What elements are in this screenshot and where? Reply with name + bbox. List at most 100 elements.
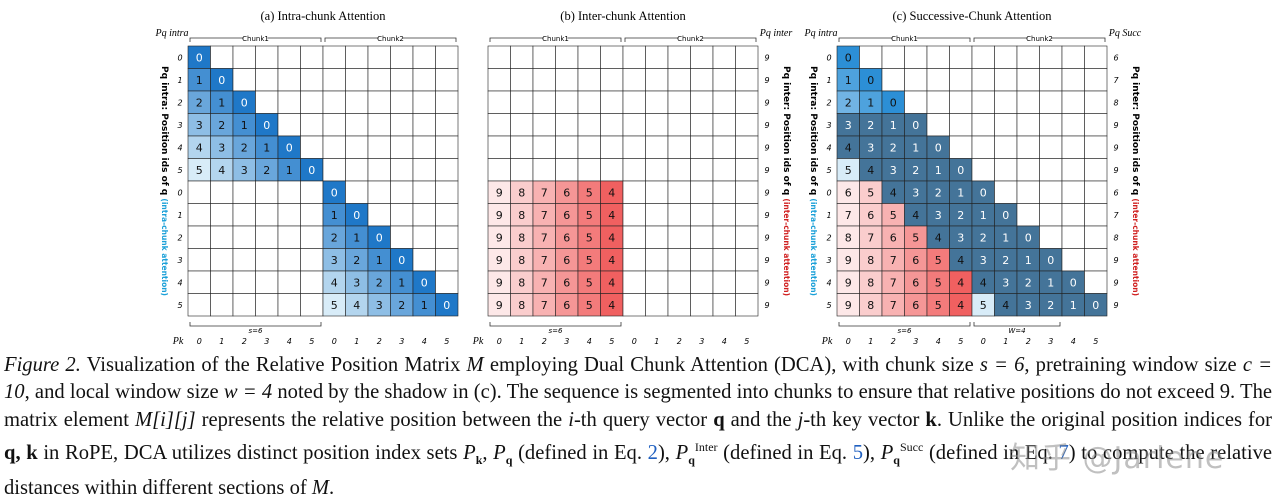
chunk-brace bbox=[838, 37, 971, 42]
cell-value: 3 bbox=[353, 276, 360, 289]
cell-value: 7 bbox=[541, 231, 548, 244]
col-id: 4 bbox=[287, 337, 292, 346]
right-id: 9 bbox=[1113, 166, 1118, 175]
cell-value: 6 bbox=[912, 254, 919, 267]
cell-r3-c0 bbox=[487, 113, 511, 137]
cell-value: 1 bbox=[1025, 254, 1032, 267]
cell-r9-c3 bbox=[255, 248, 279, 272]
cell-r11-c7 bbox=[645, 293, 669, 317]
row-id: 2 bbox=[177, 98, 182, 107]
cell-r2-c3 bbox=[255, 90, 279, 114]
col-id: 1 bbox=[354, 337, 359, 346]
cell-value: 5 bbox=[586, 299, 593, 312]
cell-value: 0 bbox=[398, 254, 405, 267]
cell-r0-c9 bbox=[690, 45, 714, 69]
cell-r0-c2 bbox=[532, 45, 556, 69]
row-id: 0 bbox=[826, 53, 831, 62]
brace-label: s=6 bbox=[249, 327, 264, 335]
cell-value: 5 bbox=[867, 186, 874, 199]
cell-value: 2 bbox=[398, 299, 405, 312]
row-id: 3 bbox=[177, 256, 182, 265]
cell-r6-c3 bbox=[255, 180, 279, 204]
cell-value: 9 bbox=[496, 276, 503, 289]
cell-r2-c3 bbox=[555, 90, 579, 114]
cell-r5-c8 bbox=[667, 158, 691, 182]
chunk-label-1: Chunk1 bbox=[542, 35, 569, 43]
cell-r5-c9 bbox=[690, 158, 714, 182]
cell-r5-c11 bbox=[435, 158, 459, 182]
col-id: 0 bbox=[497, 337, 502, 346]
cell-value: 0 bbox=[957, 164, 964, 177]
cell-r1-c2 bbox=[232, 68, 256, 92]
cell-r9-c10 bbox=[412, 248, 436, 272]
cell-value: 4 bbox=[353, 299, 360, 312]
cell-r11-c4 bbox=[277, 293, 301, 317]
cell-r4-c7 bbox=[345, 135, 369, 159]
panel-b-title: (b) Inter-chunk Attention bbox=[560, 9, 686, 23]
right-id: 9 bbox=[1113, 301, 1118, 310]
left-corner-label: Pq intra bbox=[154, 28, 188, 39]
cell-value: 3 bbox=[845, 119, 852, 132]
cell-value: 9 bbox=[845, 254, 852, 267]
cell-r6-c0 bbox=[187, 180, 211, 204]
col-id: 5 bbox=[1093, 337, 1098, 346]
right-id: 9 bbox=[1113, 278, 1118, 287]
cell-r1-c4 bbox=[926, 68, 950, 92]
cell-value: 8 bbox=[845, 231, 852, 244]
cell-value: 5 bbox=[935, 299, 942, 312]
cell-value: 0 bbox=[1002, 209, 1009, 222]
cell-r10-c10 bbox=[712, 270, 736, 294]
cell-r6-c10 bbox=[712, 180, 736, 204]
watermark: 知乎 @Jarlene bbox=[1010, 441, 1225, 476]
cell-r7-c7 bbox=[645, 203, 669, 227]
cell-value: 0 bbox=[890, 96, 897, 109]
cell-r2-c3 bbox=[904, 90, 928, 114]
cell-value: 0 bbox=[376, 231, 383, 244]
cell-r7-c0 bbox=[187, 203, 211, 227]
cell-r2-c9 bbox=[390, 90, 414, 114]
cell-value: 9 bbox=[845, 276, 852, 289]
brace-label: s=6 bbox=[898, 327, 913, 335]
cell-r5-c6 bbox=[322, 158, 346, 182]
cell-value: 2 bbox=[957, 209, 964, 222]
cell-value: 7 bbox=[890, 276, 897, 289]
cell-value: 3 bbox=[867, 141, 874, 154]
cell-value: 2 bbox=[1047, 299, 1054, 312]
cell-r5-c10 bbox=[412, 158, 436, 182]
cell-r6-c9 bbox=[690, 180, 714, 204]
cell-value: 3 bbox=[331, 254, 338, 267]
cell-r4-c11 bbox=[435, 135, 459, 159]
cell-r6-c11 bbox=[735, 180, 759, 204]
cell-r3-c10 bbox=[712, 113, 736, 137]
cell-value: 0 bbox=[286, 141, 293, 154]
cell-value: 0 bbox=[218, 74, 225, 87]
cell-value: 8 bbox=[867, 299, 874, 312]
row-id: 2 bbox=[177, 233, 182, 242]
cell-value: 2 bbox=[1002, 254, 1009, 267]
cell-value: 0 bbox=[308, 164, 315, 177]
cell-r7-c8 bbox=[1016, 203, 1040, 227]
cell-r6-c2 bbox=[232, 180, 256, 204]
cell-value: 0 bbox=[196, 51, 203, 64]
cell-r10-c1 bbox=[210, 270, 234, 294]
cell-r4-c11 bbox=[1084, 135, 1108, 159]
cell-r2-c6 bbox=[322, 90, 346, 114]
cell-value: 4 bbox=[331, 276, 338, 289]
cell-value: 7 bbox=[541, 299, 548, 312]
cell-value: 3 bbox=[957, 231, 964, 244]
cell-r4-c9 bbox=[1039, 135, 1063, 159]
cell-r1-c6 bbox=[971, 68, 995, 92]
cell-value: 1 bbox=[980, 209, 987, 222]
cell-r3-c8 bbox=[367, 113, 391, 137]
cell-r1-c5 bbox=[300, 68, 324, 92]
cell-r0-c8 bbox=[367, 45, 391, 69]
cell-value: 1 bbox=[331, 209, 338, 222]
cell-r8-c9 bbox=[1039, 225, 1063, 249]
cell-r2-c0 bbox=[487, 90, 511, 114]
cell-r3-c6 bbox=[622, 113, 646, 137]
cell-r9-c6 bbox=[622, 248, 646, 272]
cell-r1-c3 bbox=[904, 68, 928, 92]
bottom-brace bbox=[838, 322, 971, 327]
cell-value: 7 bbox=[890, 299, 897, 312]
cell-r0-c7 bbox=[345, 45, 369, 69]
